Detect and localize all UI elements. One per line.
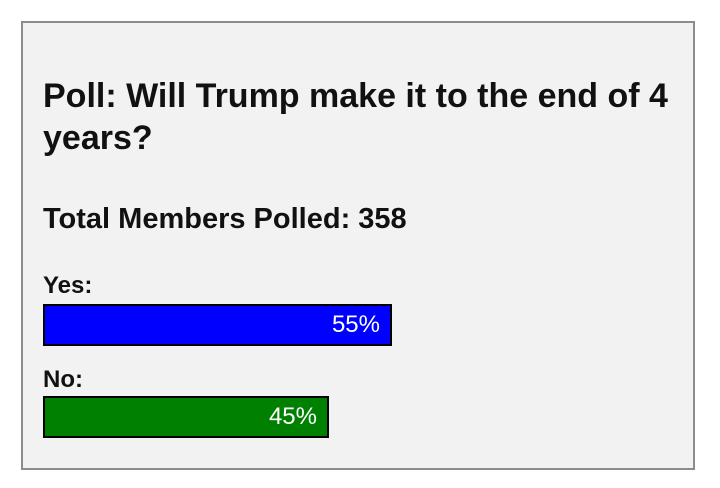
result-bar-no: 45% — [43, 396, 329, 438]
total-members-polled: Total Members Polled: 358 — [43, 203, 407, 235]
poll-title: Poll: Will Trump make it to the end of 4… — [43, 77, 668, 157]
option-label-no: No: — [43, 366, 83, 393]
poll-card: Poll: Will Trump make it to the end of 4… — [21, 21, 695, 470]
option-label-yes: Yes: — [43, 272, 93, 299]
result-bar-yes: 55% — [43, 304, 392, 346]
